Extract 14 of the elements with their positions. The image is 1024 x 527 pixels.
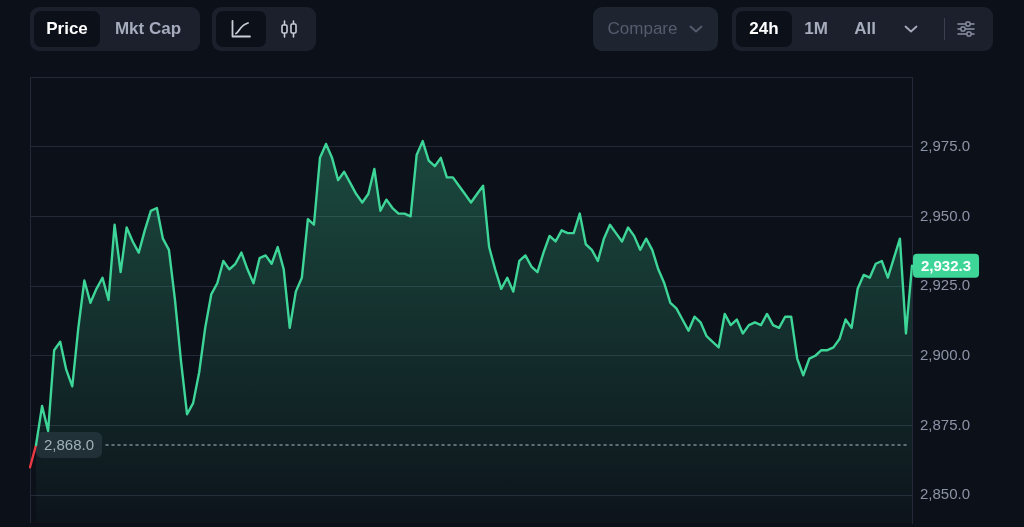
y-tick-label: 2,975.0 <box>920 136 971 154</box>
text: All <box>854 19 876 39</box>
text: Mkt Cap <box>114 19 182 39</box>
dropdown-button: Compare <box>593 7 718 51</box>
y-tick-label: 2,950.0 <box>920 206 971 224</box>
text: 2,932.3 <box>921 256 972 274</box>
y-tick-label: 2,875.0 <box>920 415 971 433</box>
y-tick-label: 2,925.0 <box>920 276 971 294</box>
ref-line-label: 2,868.0 <box>44 436 95 454</box>
y-tick-label: 2,900.0 <box>920 345 971 363</box>
text: 1M <box>804 19 828 39</box>
y-tick-label: 2,850.0 <box>920 485 971 503</box>
selected-tab: Price <box>34 11 100 47</box>
selected-tab: 24h <box>736 11 792 47</box>
